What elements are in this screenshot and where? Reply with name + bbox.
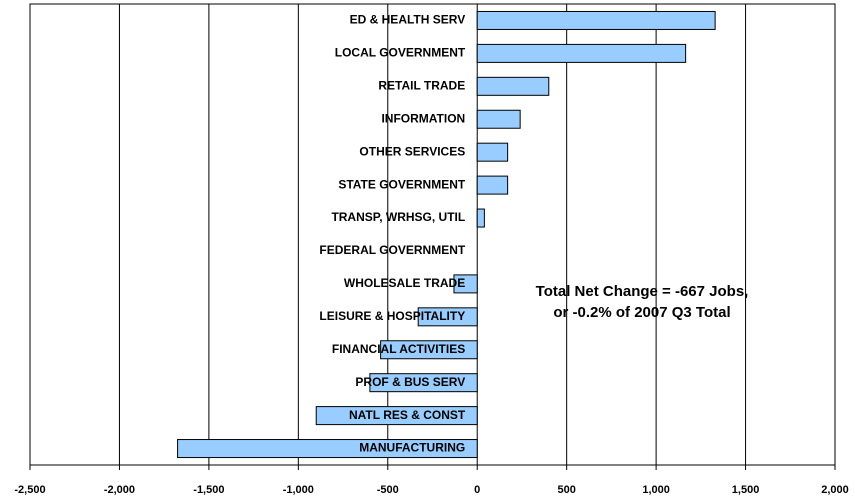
x-tick-label: 2,000 [821,484,849,496]
category-label: NATL RES & CONST [349,408,466,422]
bar [476,142,509,162]
category-label: FEDERAL GOVERNMENT [319,243,465,257]
category-label: TRANSP, WRHSG, UTIL [331,210,465,224]
category-label: STATE GOVERNMENT [338,177,466,191]
bar [476,76,550,96]
category-label: ED & HEALTH SERV [350,13,466,27]
bar [476,208,485,228]
bar [476,175,509,195]
category-label: LEISURE & HOSPITALITY [319,309,465,323]
bar [177,439,478,459]
x-tick-label: 1,000 [642,484,670,496]
category-label: INFORMATION [381,111,465,125]
x-tick-label: -2,000 [104,484,135,496]
x-tick-label: 1,500 [732,484,760,496]
category-label: RETAIL TRADE [378,78,465,92]
bar [476,43,687,63]
bar [453,274,478,294]
annotation: or -0.2% of 2007 Q3 Total [553,304,730,321]
x-tick-label: -500 [377,484,399,496]
x-tick-label: -1,500 [193,484,224,496]
bar [380,340,478,360]
category-label: LOCAL GOVERNMENT [335,46,466,60]
category-label: OTHER SERVICES [359,144,465,158]
plot-frame [29,3,836,466]
category-label: MANUFACTURING [359,441,465,455]
x-tick-label: 500 [557,484,575,496]
bar [315,406,478,426]
bar [476,109,521,129]
x-tick-label: 0 [474,484,480,496]
bar [476,10,716,30]
x-tick-label: -2,500 [14,484,45,496]
x-tick-label: -1,000 [283,484,314,496]
category-label: FINANCIAL ACTIVITIES [332,342,465,356]
bar [417,307,478,327]
annotation: Total Net Change = -667 Jobs, [536,283,749,300]
bar [369,373,478,393]
category-label: WHOLESALE TRADE [344,276,465,290]
category-label: PROF & BUS SERV [355,375,465,389]
